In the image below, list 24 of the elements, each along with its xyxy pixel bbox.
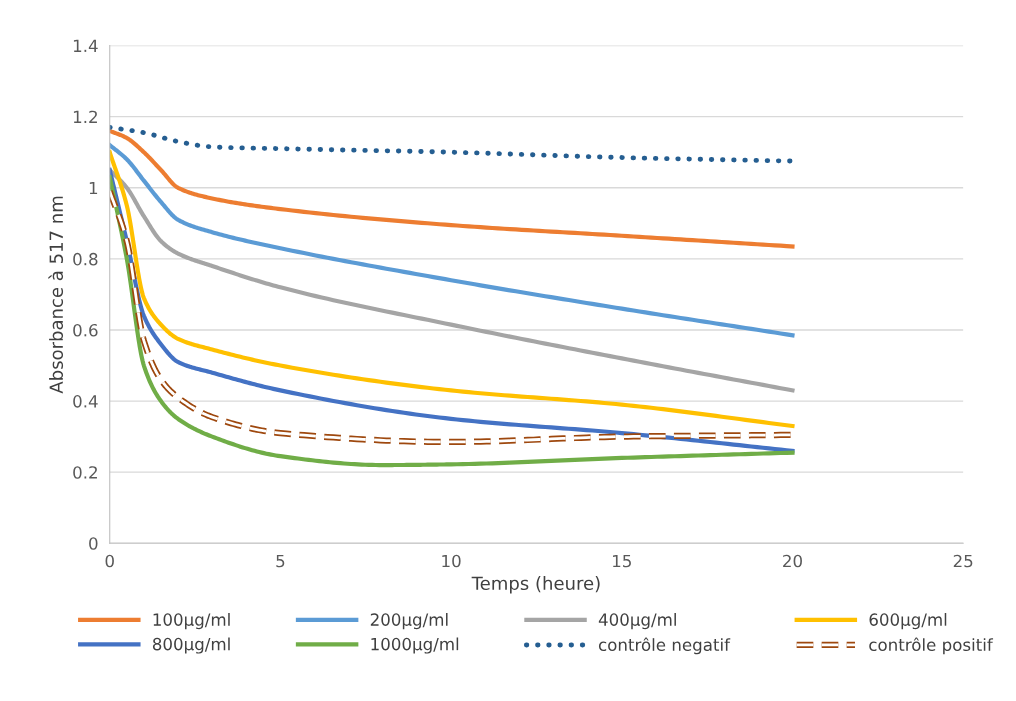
y-tick-label: 0.8 — [73, 252, 98, 266]
legend-label: contrôle positif — [869, 637, 994, 655]
y-tick-label: 1.4 — [73, 39, 98, 52]
y-tick-label: 0.4 — [73, 395, 98, 408]
legend-label: contrôle negatif — [598, 637, 731, 655]
y-tick-label: 1.2 — [73, 110, 97, 123]
legend-label: 600µg/ml — [869, 613, 947, 630]
y-tick-label: 0 — [89, 537, 98, 550]
legend-label: 800µg/ml — [152, 637, 230, 654]
y-axis-title: Absorbance à 517 nm — [48, 196, 64, 394]
y-tick-label: 0.6 — [73, 323, 98, 337]
legend-label: 400µg/ml — [598, 613, 676, 630]
y-tick-label: 0.2 — [73, 466, 97, 479]
x-tick-label: 0 — [105, 554, 114, 568]
legend-label: 100µg/ml — [153, 613, 230, 630]
x-tick-label: 10 — [442, 554, 461, 568]
legend-label: 200µg/ml — [370, 613, 448, 630]
legend-label: 1000µg/ml — [371, 637, 459, 654]
x-tick-label: 15 — [613, 554, 631, 568]
x-tick-label: 25 — [953, 554, 973, 568]
y-tick-label: 1 — [89, 181, 98, 195]
x-axis-title: Temps (heure) — [471, 576, 600, 594]
x-tick-label: 5 — [276, 554, 285, 568]
x-tick-label: 20 — [783, 554, 802, 568]
